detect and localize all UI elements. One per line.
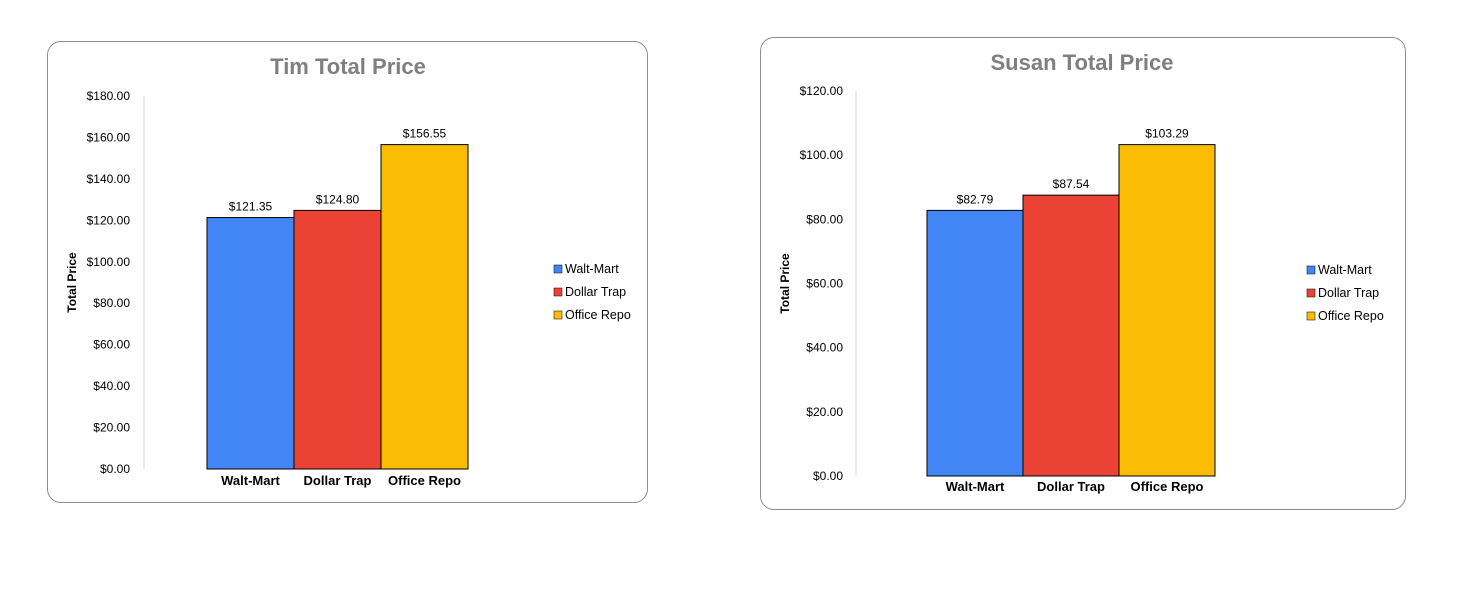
legend-label: Office Repo (1318, 309, 1384, 323)
data-label: $124.80 (316, 192, 360, 206)
category-label: Office Repo (388, 473, 461, 488)
tim-total-price-chart: Tim Total Price Total Price $0.00 $20.00 $… (47, 41, 648, 503)
y-tick-label: $180.00 (87, 89, 131, 103)
y-tick-label: $120.00 (800, 84, 844, 98)
y-tick-label: $60.00 (806, 277, 843, 291)
y-tick-label: $160.00 (87, 130, 131, 144)
y-tick-label: $80.00 (93, 296, 130, 310)
bar (293, 209, 382, 470)
y-tick-label: $100.00 (800, 148, 844, 162)
legend-swatch (1306, 265, 1316, 275)
category-label: Dollar Trap (1037, 479, 1105, 494)
bar (926, 209, 1024, 477)
y-tick-label: $120.00 (87, 213, 131, 227)
chart-title: Tim Total Price (270, 54, 426, 79)
legend-swatch (553, 310, 563, 320)
y-tick-label: $0.00 (813, 469, 843, 483)
y-tick-label: $140.00 (87, 172, 131, 186)
category-label: Office Repo (1131, 479, 1204, 494)
y-tick-label: $20.00 (93, 421, 130, 435)
category-label: Dollar Trap (304, 473, 372, 488)
y-tick-label: $40.00 (806, 341, 843, 355)
y-axis-title: Total Price (65, 252, 79, 313)
bar (1118, 144, 1216, 477)
tim-chart-svg: Tim Total Price Total Price $0.00 $20.00 $… (65, 54, 631, 488)
legend-label: Walt-Mart (565, 262, 619, 276)
legend-swatch (553, 287, 563, 297)
category-label: Walt-Mart (946, 479, 1005, 494)
data-label: $82.79 (957, 192, 994, 206)
susan-chart-svg: Susan Total Price Total Price $0.00 $20.0… (778, 50, 1384, 494)
legend-label: Walt-Mart (1318, 263, 1372, 277)
chart-title: Susan Total Price (991, 50, 1174, 75)
legend-swatch (1306, 311, 1316, 321)
y-axis-title: Total Price (778, 253, 792, 314)
y-tick-label: $20.00 (806, 405, 843, 419)
data-label: $121.35 (229, 200, 273, 214)
data-label: $87.54 (1053, 177, 1090, 191)
susan-total-price-chart: Susan Total Price Total Price $0.00 $20.0… (760, 37, 1406, 510)
bar (206, 217, 295, 470)
legend-label: Dollar Trap (1318, 286, 1379, 300)
legend-swatch (1306, 288, 1316, 298)
legend-label: Dollar Trap (565, 285, 626, 299)
y-tick-label: $100.00 (87, 255, 131, 269)
data-label: $103.29 (1145, 127, 1189, 141)
category-label: Walt-Mart (221, 473, 280, 488)
y-tick-label: $40.00 (93, 379, 130, 393)
bar (380, 144, 469, 470)
y-tick-label: $80.00 (806, 212, 843, 226)
y-tick-label: $60.00 (93, 338, 130, 352)
legend-swatch (553, 264, 563, 274)
bar (1022, 194, 1120, 477)
data-label: $156.55 (403, 127, 447, 141)
y-tick-label: $0.00 (100, 462, 130, 476)
legend-label: Office Repo (565, 308, 631, 322)
